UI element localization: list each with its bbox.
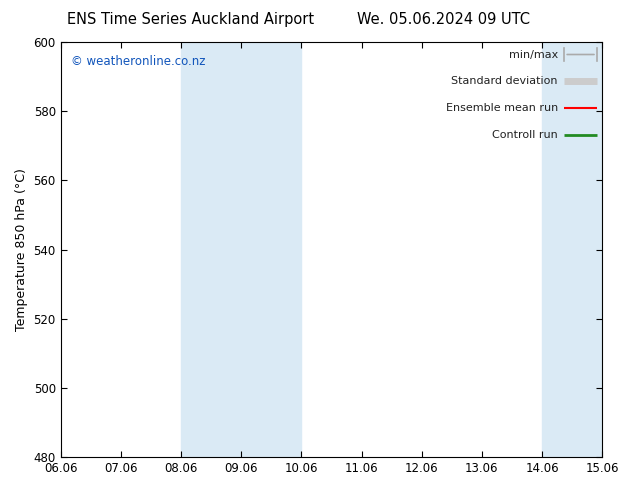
Text: Controll run: Controll run xyxy=(492,130,558,141)
Text: We. 05.06.2024 09 UTC: We. 05.06.2024 09 UTC xyxy=(358,12,530,27)
Text: Ensemble mean run: Ensemble mean run xyxy=(446,103,558,114)
Text: © weatheronline.co.nz: © weatheronline.co.nz xyxy=(72,54,206,68)
Y-axis label: Temperature 850 hPa (°C): Temperature 850 hPa (°C) xyxy=(15,168,28,331)
Text: min/max: min/max xyxy=(508,49,558,59)
Bar xyxy=(181,42,301,457)
Bar xyxy=(542,42,602,457)
Text: Standard deviation: Standard deviation xyxy=(451,76,558,86)
Text: ENS Time Series Auckland Airport: ENS Time Series Auckland Airport xyxy=(67,12,314,27)
